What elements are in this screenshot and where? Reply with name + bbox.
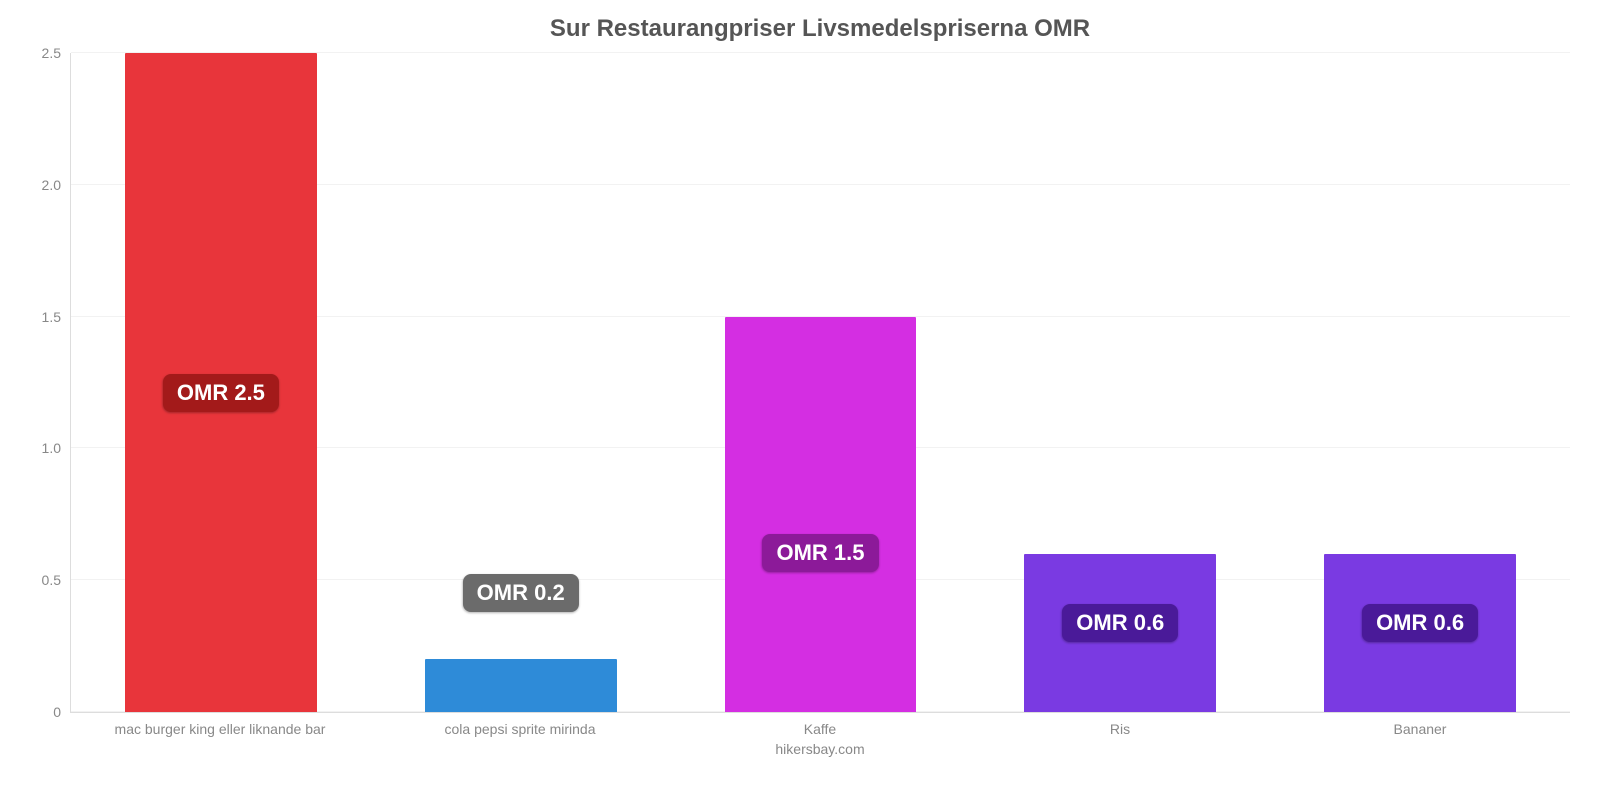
bar-slot: OMR 0.2 [371,53,671,712]
y-tick-label: 1.0 [16,440,61,456]
x-axis-labels: mac burger king eller liknande bar cola … [70,721,1570,737]
y-tick-label: 0 [16,704,61,720]
x-tick-label: cola pepsi sprite mirinda [370,721,670,737]
plot-area: 0 0.5 1.0 1.5 2.0 2.5 OMR 2.5 OMR 0.2 [70,53,1570,713]
price-bar-chart: Sur Restaurangpriser Livsmedelspriserna … [0,0,1600,800]
y-tick-label: 0.5 [16,572,61,588]
x-tick-label: Ris [970,721,1270,737]
x-tick-label: mac burger king eller liknande bar [70,721,370,737]
value-badge: OMR 0.6 [1062,604,1178,642]
bar-ris: OMR 0.6 [1024,554,1216,712]
bar-mac: OMR 2.5 [125,53,317,712]
bar-slot: OMR 0.6 [970,53,1270,712]
bar-bananer: OMR 0.6 [1324,554,1516,712]
bar-cola: OMR 0.2 [425,659,617,712]
value-badge: OMR 1.5 [762,534,878,572]
chart-footer: hikersbay.com [70,741,1570,757]
chart-title: Sur Restaurangpriser Livsmedelspriserna … [70,15,1570,43]
bars-container: OMR 2.5 OMR 0.2 OMR 1.5 OMR 0.6 [71,53,1570,712]
y-tick-label: 2.0 [16,177,61,193]
y-tick-label: 2.5 [16,45,61,61]
value-badge: OMR 2.5 [163,374,279,412]
value-badge: OMR 0.6 [1362,604,1478,642]
y-tick-label: 1.5 [16,309,61,325]
bar-slot: OMR 1.5 [671,53,971,712]
value-badge: OMR 0.2 [463,574,579,612]
bar-slot: OMR 2.5 [71,53,371,712]
bar-kaffe: OMR 1.5 [725,317,917,712]
x-tick-label: Bananer [1270,721,1570,737]
x-tick-label: Kaffe [670,721,970,737]
bar-slot: OMR 0.6 [1270,53,1570,712]
